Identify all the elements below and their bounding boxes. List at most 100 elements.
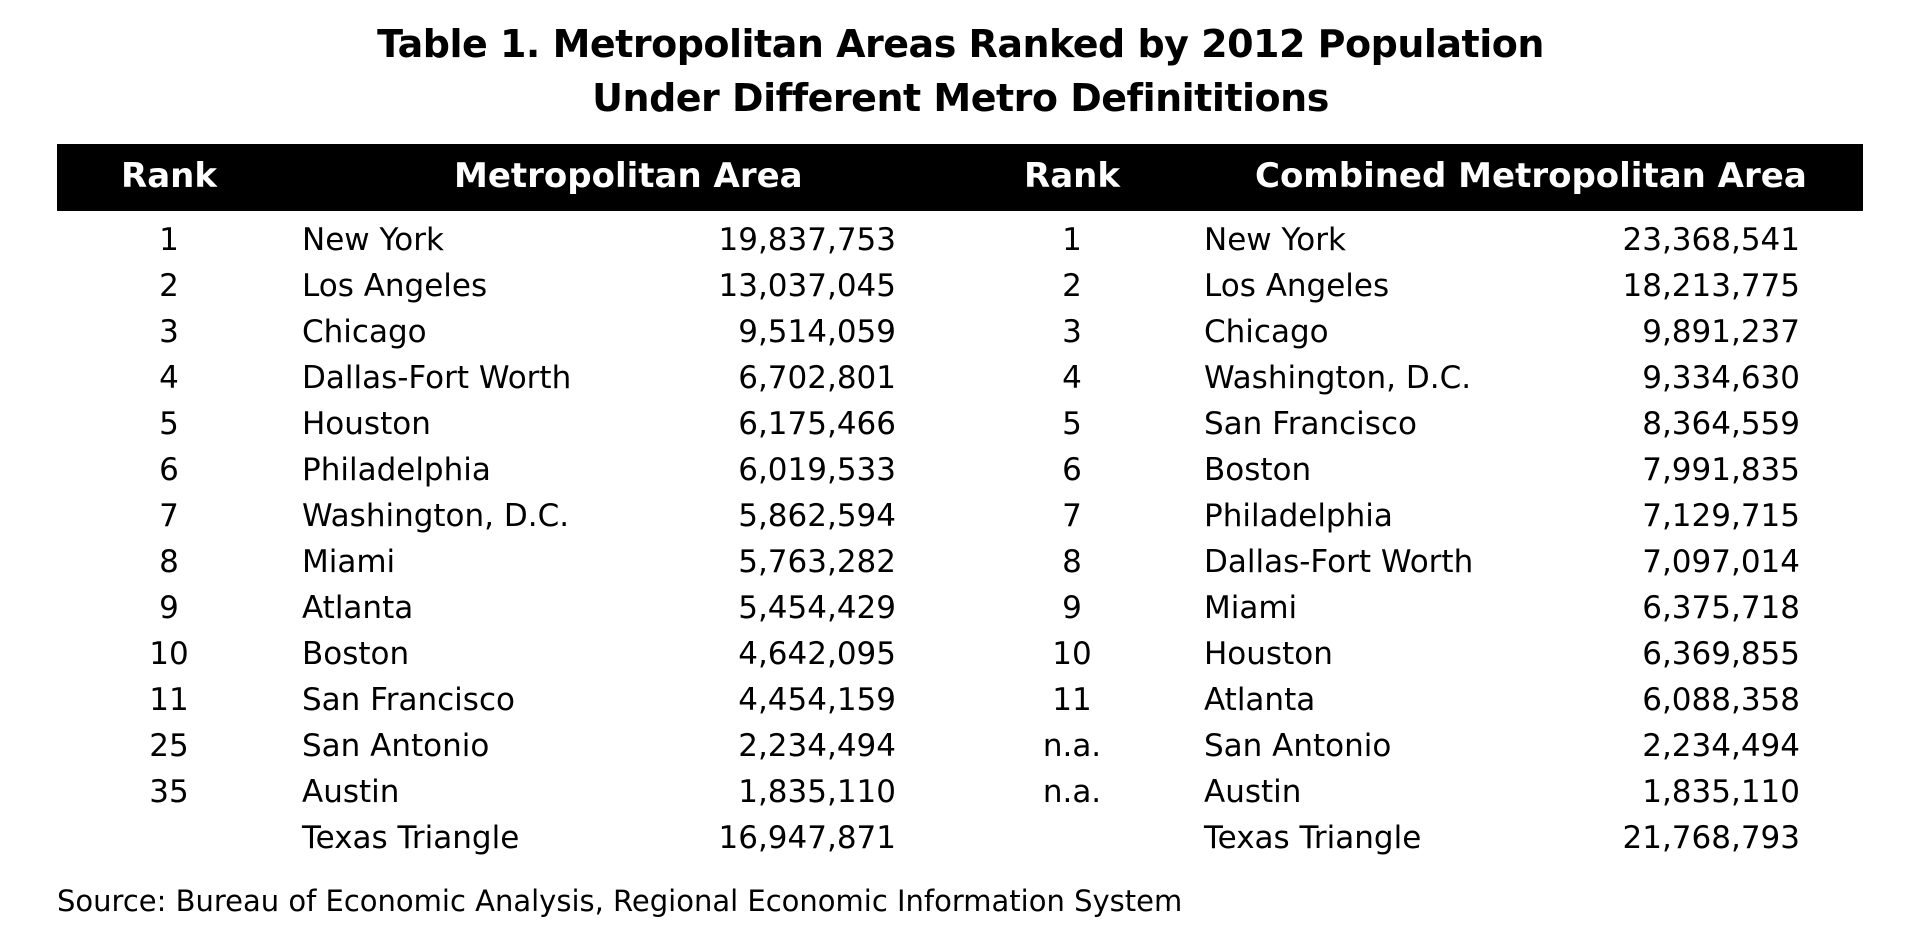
rank: 11: [149, 682, 189, 718]
combined-rank: 3: [1062, 314, 1082, 350]
table-row: 35 Austin 1,835,110 n.a. Austin 1,835,110: [0, 774, 1921, 820]
combined-rank: n.a.: [1042, 728, 1102, 764]
metro-population: 4,642,095: [738, 636, 896, 672]
combined-name: San Francisco: [1204, 406, 1417, 442]
rank: 2: [159, 268, 179, 304]
metro-population: 1,835,110: [738, 774, 896, 810]
combined-name: Austin: [1204, 774, 1302, 810]
metro-population: 13,037,045: [718, 268, 897, 304]
table-row: 25 San Antonio 2,234,494 n.a. San Antonio 2,2…: [0, 728, 1921, 774]
metro-name: San Francisco: [302, 682, 515, 718]
combined-name: New York: [1204, 222, 1346, 258]
metro-name: Austin: [302, 774, 400, 810]
metro-name: San Antonio: [302, 728, 490, 764]
metro-name: Atlanta: [302, 590, 414, 626]
metro-population: 4,454,159: [738, 682, 896, 718]
combined-population: 7,097,014: [1642, 544, 1800, 580]
metro-population: 19,837,753: [718, 222, 897, 258]
table-row: 11 San Francisco 4,454,159 11 Atlanta 6,088,3…: [0, 682, 1921, 728]
header-rank-combined: Rank: [1024, 156, 1120, 196]
combined-name: Miami: [1204, 590, 1298, 626]
combined-population: 7,129,715: [1642, 498, 1800, 534]
combined-name: Texas Triangle: [1204, 820, 1422, 856]
combined-name: Dallas-Fort Worth: [1204, 544, 1474, 580]
combined-rank: 1: [1062, 222, 1082, 258]
combined-population: 9,891,237: [1642, 314, 1800, 350]
table-row: 6 Philadelphia 6,019,533 6 Boston 7,991,835: [0, 452, 1921, 498]
rank: 5: [159, 406, 179, 442]
combined-population: 21,768,793: [1622, 820, 1801, 856]
metro-name: New York: [302, 222, 444, 258]
combined-rank: 10: [1052, 636, 1092, 672]
header-combined-metropolitan-area: Combined Metropolitan Area: [1255, 156, 1807, 196]
combined-name: Philadelphia: [1204, 498, 1393, 534]
combined-name: Houston: [1204, 636, 1333, 672]
metro-population: 6,175,466: [738, 406, 896, 442]
combined-population: 6,375,718: [1642, 590, 1800, 626]
combined-name: San Antonio: [1204, 728, 1392, 764]
metro-population: 16,947,871: [718, 820, 897, 856]
metro-population: 5,763,282: [738, 544, 896, 580]
combined-rank: 2: [1062, 268, 1082, 304]
metro-population: 5,454,429: [738, 590, 896, 626]
table-row: Texas Triangle 16,947,871 Texas Triangle 21…: [0, 820, 1921, 866]
metro-population: 2,234,494: [738, 728, 896, 764]
combined-population: 18,213,775: [1622, 268, 1801, 304]
combined-population: 8,364,559: [1642, 406, 1800, 442]
table-row: 8 Miami 5,763,282 8 Dallas-Fort Worth 7,097,0…: [0, 544, 1921, 590]
rank: 1: [159, 222, 179, 258]
combined-population: 23,368,541: [1622, 222, 1801, 258]
combined-name: Los Angeles: [1204, 268, 1390, 304]
rank: 10: [149, 636, 189, 672]
rank: 3: [159, 314, 179, 350]
metro-name: Houston: [302, 406, 431, 442]
rank: 35: [149, 774, 189, 810]
metro-name: Miami: [302, 544, 396, 580]
combined-population: 9,334,630: [1642, 360, 1800, 396]
metro-population: 6,019,533: [738, 452, 896, 488]
table-row: 4 Dallas-Fort Worth 6,702,801 4 Washington, …: [0, 360, 1921, 406]
table-row: 2 Los Angeles 13,037,045 2 Los Angeles 18,213…: [0, 268, 1921, 314]
metro-name: Los Angeles: [302, 268, 488, 304]
table-row: 3 Chicago 9,514,059 3 Chicago 9,891,237: [0, 314, 1921, 360]
rank: 7: [159, 498, 179, 534]
metro-name: Texas Triangle: [302, 820, 520, 856]
combined-population: 6,088,358: [1642, 682, 1800, 718]
rank: 8: [159, 544, 179, 580]
rank: 4: [159, 360, 179, 396]
table-title-line-2: Under Different Metro Definititions: [592, 76, 1329, 120]
metro-name: Philadelphia: [302, 452, 491, 488]
combined-population: 2,234,494: [1642, 728, 1800, 764]
table-row: 1 New York 19,837,753 1 New York 23,368,541: [0, 222, 1921, 268]
combined-rank: 7: [1062, 498, 1082, 534]
metro-population: 6,702,801: [738, 360, 896, 396]
combined-name: Washington, D.C.: [1204, 360, 1472, 396]
table-row: 7 Washington, D.C. 5,862,594 7 Philadelphia 7…: [0, 498, 1921, 544]
metro-name: Dallas-Fort Worth: [302, 360, 572, 396]
table-row: 5 Houston 6,175,466 5 San Francisco 8,364,559: [0, 406, 1921, 452]
rank: 25: [149, 728, 189, 764]
metro-population: 9,514,059: [738, 314, 896, 350]
combined-rank: 9: [1062, 590, 1082, 626]
table-row: 10 Boston 4,642,095 10 Houston 6,369,855: [0, 636, 1921, 682]
table-header: Rank Metropolitan Area Rank Combined Met…: [57, 144, 1863, 211]
combined-name: Boston: [1204, 452, 1312, 488]
combined-name: Atlanta: [1204, 682, 1316, 718]
header-metropolitan-area: Metropolitan Area: [454, 156, 803, 196]
combined-rank: n.a.: [1042, 774, 1102, 810]
source-note: Source: Bureau of Economic Analysis, Reg…: [57, 884, 1183, 918]
combined-population: 1,835,110: [1642, 774, 1800, 810]
combined-rank: 4: [1062, 360, 1082, 396]
table-title-line-1: Table 1. Metropolitan Areas Ranked by 20…: [377, 22, 1544, 66]
header-rank: Rank: [121, 156, 217, 196]
combined-rank: 5: [1062, 406, 1082, 442]
metro-name: Chicago: [302, 314, 427, 350]
combined-population: 6,369,855: [1642, 636, 1800, 672]
rank: 9: [159, 590, 179, 626]
table-row: 9 Atlanta 5,454,429 9 Miami 6,375,718: [0, 590, 1921, 636]
combined-rank: 8: [1062, 544, 1082, 580]
combined-rank: 6: [1062, 452, 1082, 488]
metro-population: 5,862,594: [738, 498, 896, 534]
metro-name: Boston: [302, 636, 410, 672]
combined-rank: 11: [1052, 682, 1092, 718]
